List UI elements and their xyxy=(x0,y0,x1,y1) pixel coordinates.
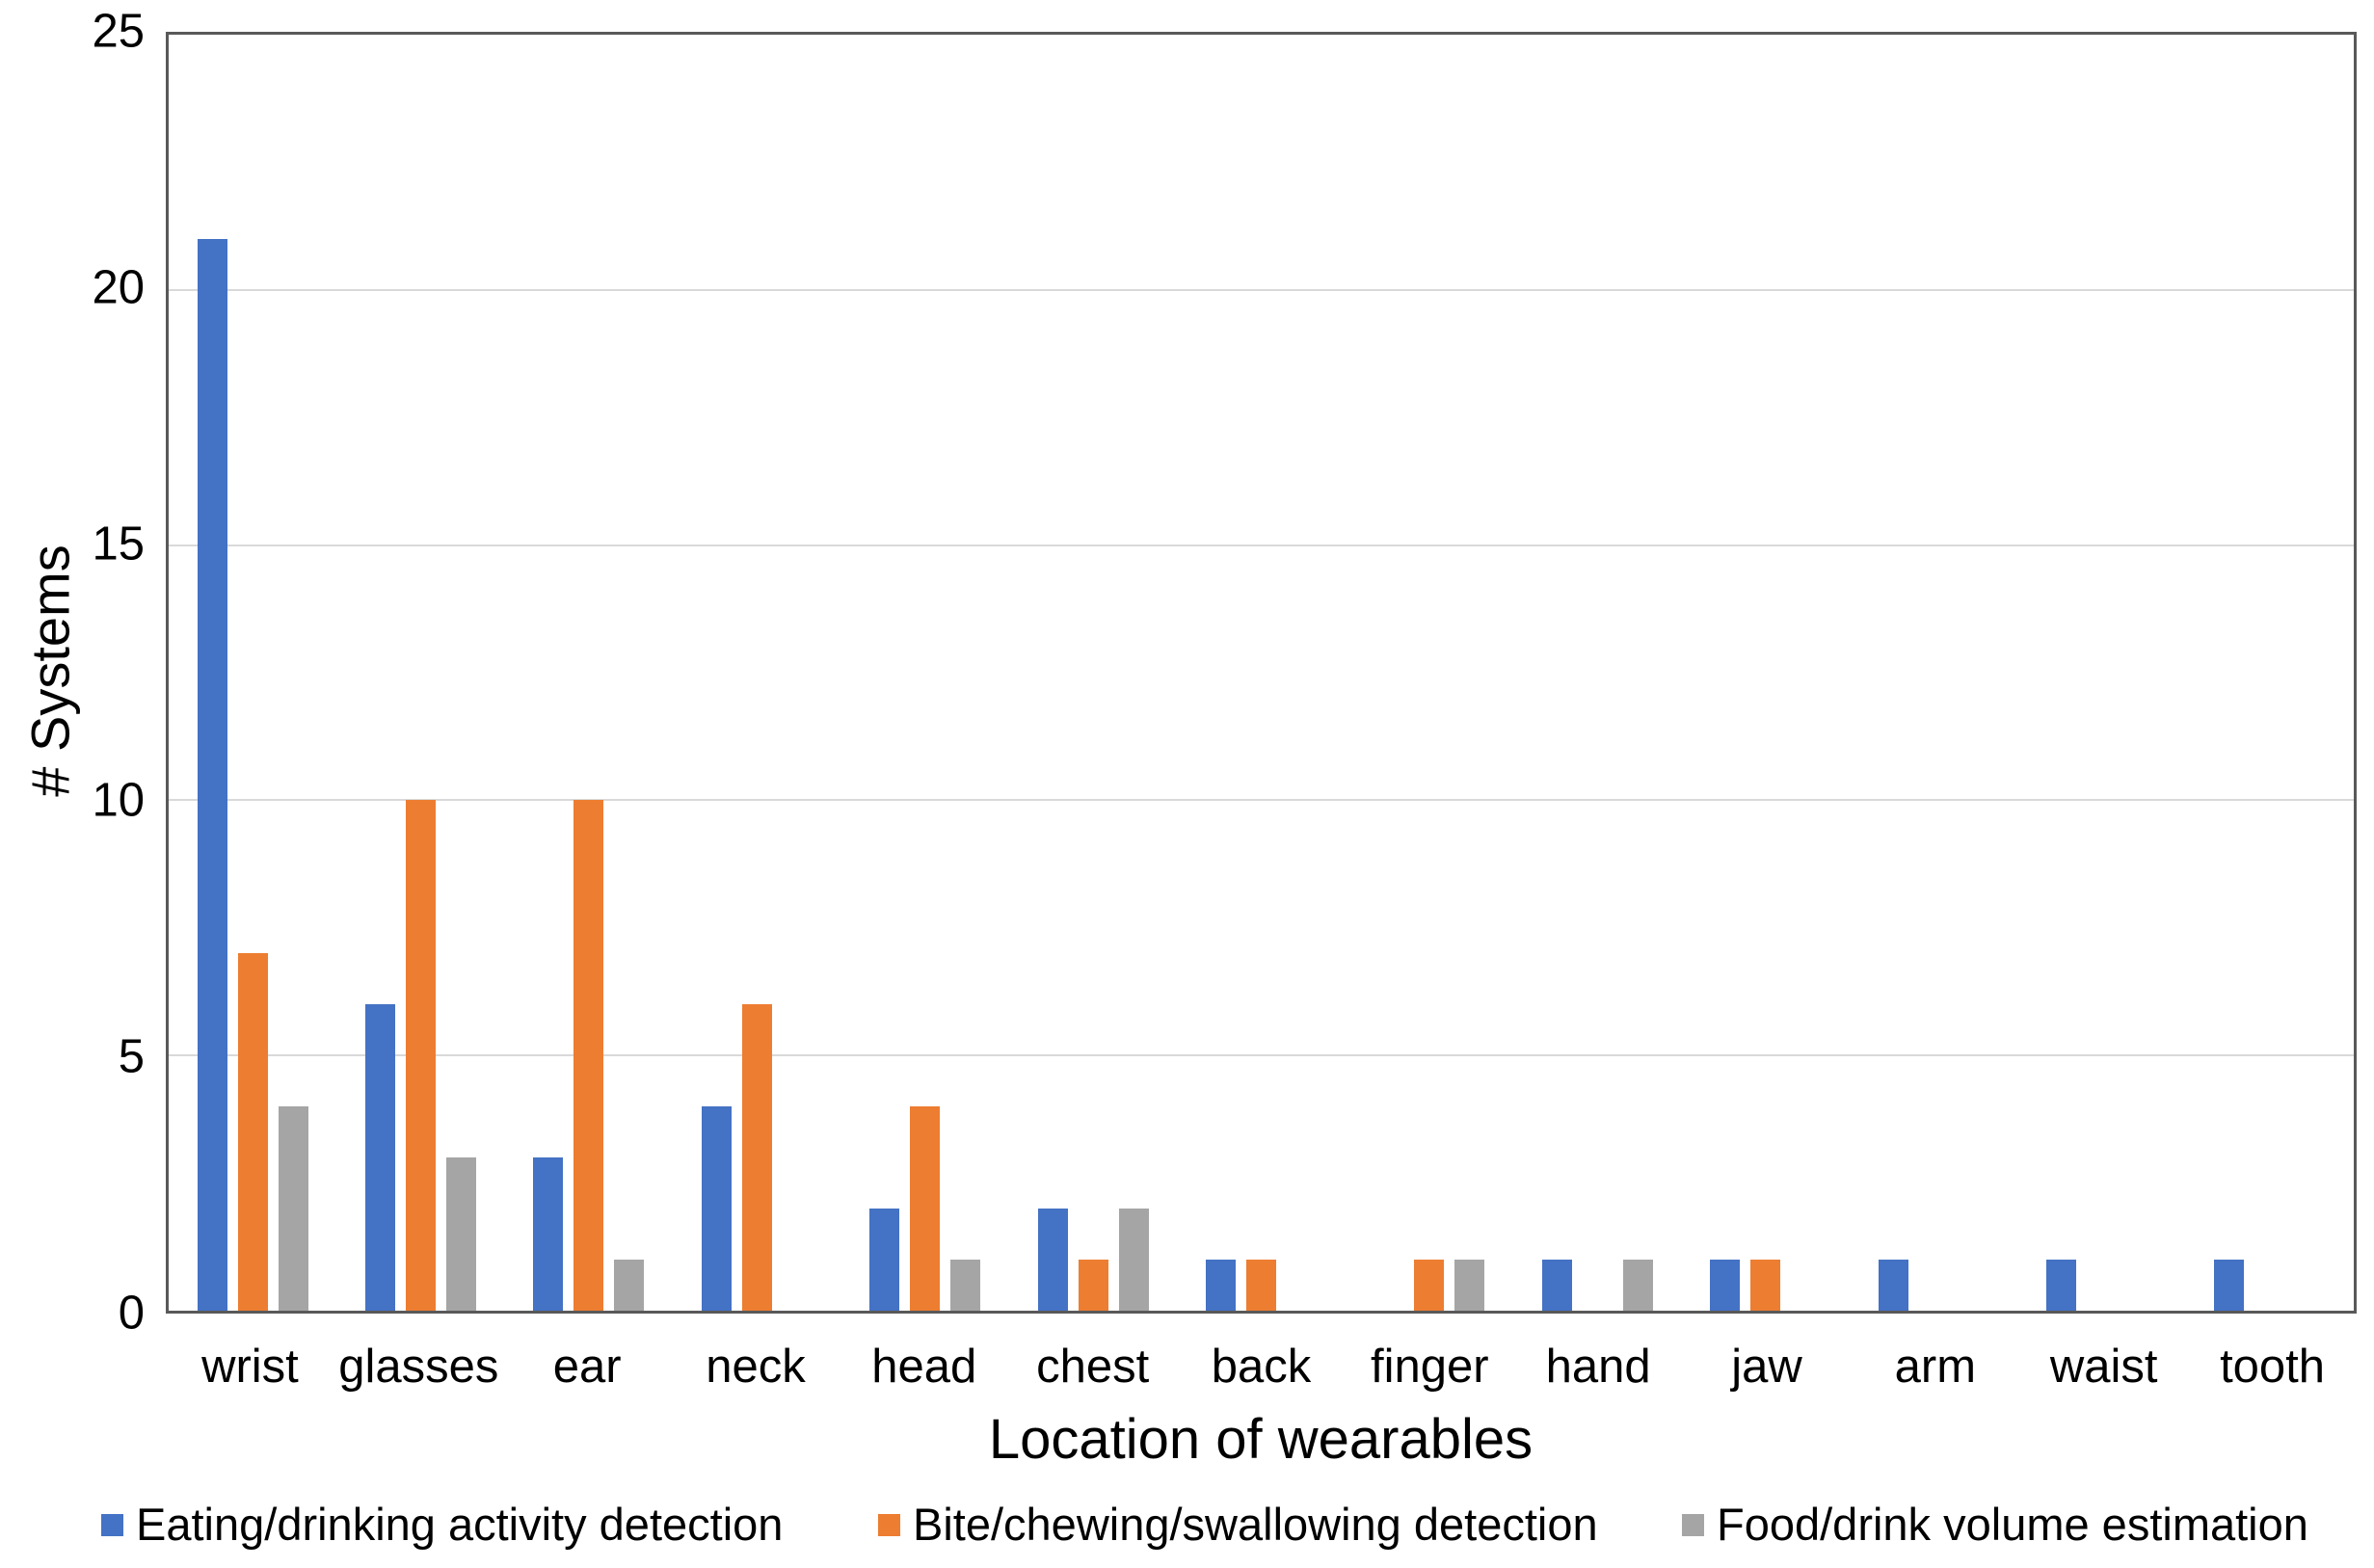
bar-group-finger xyxy=(1346,35,1513,1311)
bar-wrist-food xyxy=(278,1106,308,1311)
legend-label: Bite/chewing/swallowing detection xyxy=(913,1499,1598,1550)
gridline-15 xyxy=(169,544,2354,546)
x-tick-wrist: wrist xyxy=(201,1341,299,1393)
x-axis-ticks: wrist glasses ear neck head chest back finger ha… xyxy=(166,1342,2357,1399)
legend: Eating/drinking activity detection Bite/c… xyxy=(0,1496,2374,1563)
legend-swatch-icon xyxy=(878,1513,900,1536)
bar-hand-eating xyxy=(1541,1260,1572,1311)
bar-glasses-bite xyxy=(406,800,437,1311)
bar-group-chest xyxy=(1009,35,1177,1311)
bar-group-ear xyxy=(505,35,673,1311)
legend-swatch-icon xyxy=(101,1513,123,1536)
bar-back-bite xyxy=(1246,1260,1277,1311)
bar-ear-bite xyxy=(573,800,604,1311)
bar-group-waist xyxy=(2017,35,2185,1311)
bar-group-glasses xyxy=(336,35,504,1311)
legend-swatch-icon xyxy=(1682,1513,1704,1536)
bar-waist-eating xyxy=(2045,1260,2076,1311)
y-tick-10: 10 xyxy=(92,774,145,827)
y-tick-5: 5 xyxy=(118,1030,145,1083)
bar-group-arm xyxy=(1850,35,2017,1311)
bar-arm-eating xyxy=(1878,1260,1908,1311)
gridline-20 xyxy=(169,288,2354,291)
legend-label: Food/drink volume estimation xyxy=(1717,1499,2308,1550)
bar-head-bite xyxy=(910,1106,941,1311)
bar-group-back xyxy=(1177,35,1345,1311)
bar-finger-food xyxy=(1454,1260,1485,1311)
bar-head-eating xyxy=(869,1209,900,1311)
bar-wrist-eating xyxy=(197,238,227,1311)
y-axis-ticks: 0 5 10 15 20 25 xyxy=(0,8,145,1337)
bar-groups xyxy=(169,35,2354,1311)
bar-wrist-bite xyxy=(237,953,268,1311)
x-tick-finger: finger xyxy=(1371,1341,1489,1393)
bar-neck-bite xyxy=(741,1004,772,1311)
gridline-5 xyxy=(169,1054,2354,1057)
bar-hand-food xyxy=(1622,1260,1653,1311)
legend-item-2: Bite/chewing/swallowing detection xyxy=(878,1496,1598,1554)
bar-glasses-food xyxy=(446,1157,477,1311)
bar-ear-food xyxy=(614,1260,645,1311)
bar-neck-eating xyxy=(701,1106,732,1311)
x-axis-title: Location of wearables xyxy=(988,1408,1534,1471)
bar-finger-bite xyxy=(1414,1260,1445,1311)
gridline-10 xyxy=(169,799,2354,802)
x-tick-ear: ear xyxy=(552,1341,622,1393)
bar-jaw-eating xyxy=(1710,1260,1741,1311)
x-tick-jaw: jaw xyxy=(1731,1341,1802,1393)
y-tick-15: 15 xyxy=(92,518,145,571)
bar-glasses-eating xyxy=(365,1004,396,1311)
bar-chest-eating xyxy=(1037,1209,1068,1311)
x-tick-neck: neck xyxy=(706,1341,806,1393)
bar-group-head xyxy=(841,35,1009,1311)
y-tick-0: 0 xyxy=(118,1287,145,1340)
y-tick-20: 20 xyxy=(92,261,145,314)
bar-chest-food xyxy=(1118,1209,1149,1311)
legend-item-1: Eating/drinking activity detection xyxy=(101,1496,783,1554)
x-tick-hand: hand xyxy=(1545,1341,1651,1393)
x-tick-waist: waist xyxy=(2049,1341,2158,1393)
legend-item-3: Food/drink volume estimation xyxy=(1682,1496,2308,1554)
bar-tooth-eating xyxy=(2214,1260,2245,1311)
bar-ear-eating xyxy=(533,1157,564,1311)
x-tick-tooth: tooth xyxy=(2220,1341,2326,1393)
x-tick-head: head xyxy=(871,1341,977,1393)
bar-group-jaw xyxy=(1682,35,1850,1311)
bar-chest-bite xyxy=(1078,1260,1108,1311)
bar-group-tooth xyxy=(2186,35,2354,1311)
plot-area xyxy=(166,32,2357,1314)
x-tick-back: back xyxy=(1211,1341,1312,1393)
bar-jaw-bite xyxy=(1750,1260,1781,1311)
x-tick-arm: arm xyxy=(1894,1341,1977,1393)
y-tick-25: 25 xyxy=(92,5,145,58)
bar-group-hand xyxy=(1513,35,1681,1311)
bar-group-neck xyxy=(673,35,840,1311)
bar-group-wrist xyxy=(169,35,336,1311)
legend-label: Eating/drinking activity detection xyxy=(136,1499,784,1550)
bar-back-eating xyxy=(1206,1260,1237,1311)
x-tick-glasses: glasses xyxy=(338,1341,499,1393)
x-tick-chest: chest xyxy=(1036,1341,1150,1393)
bar-head-food xyxy=(950,1260,981,1311)
